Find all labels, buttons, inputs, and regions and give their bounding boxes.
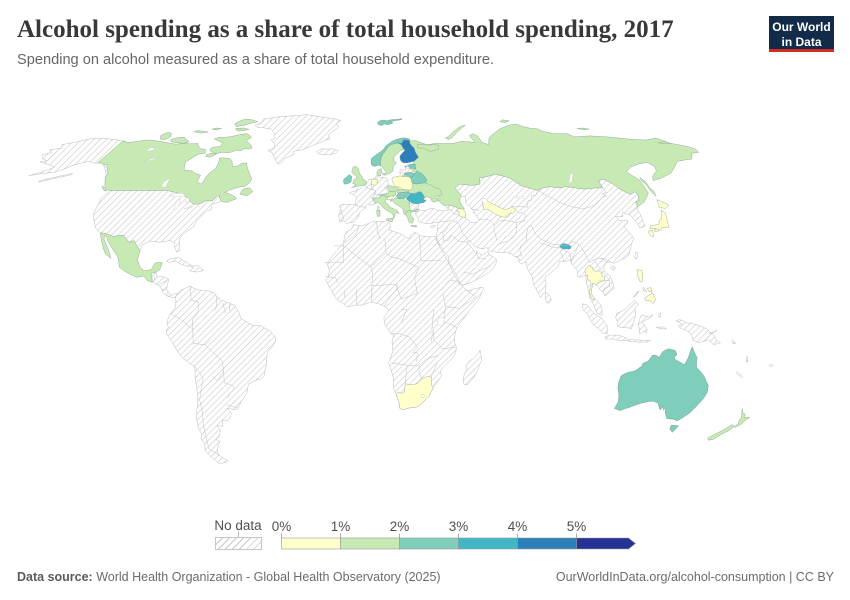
svg-text:2%: 2% [390, 519, 410, 534]
svg-text:0%: 0% [272, 519, 292, 534]
svg-text:1%: 1% [331, 519, 351, 534]
svg-text:5%: 5% [567, 519, 587, 534]
svg-text:3%: 3% [449, 519, 469, 534]
svg-text:4%: 4% [508, 519, 528, 534]
